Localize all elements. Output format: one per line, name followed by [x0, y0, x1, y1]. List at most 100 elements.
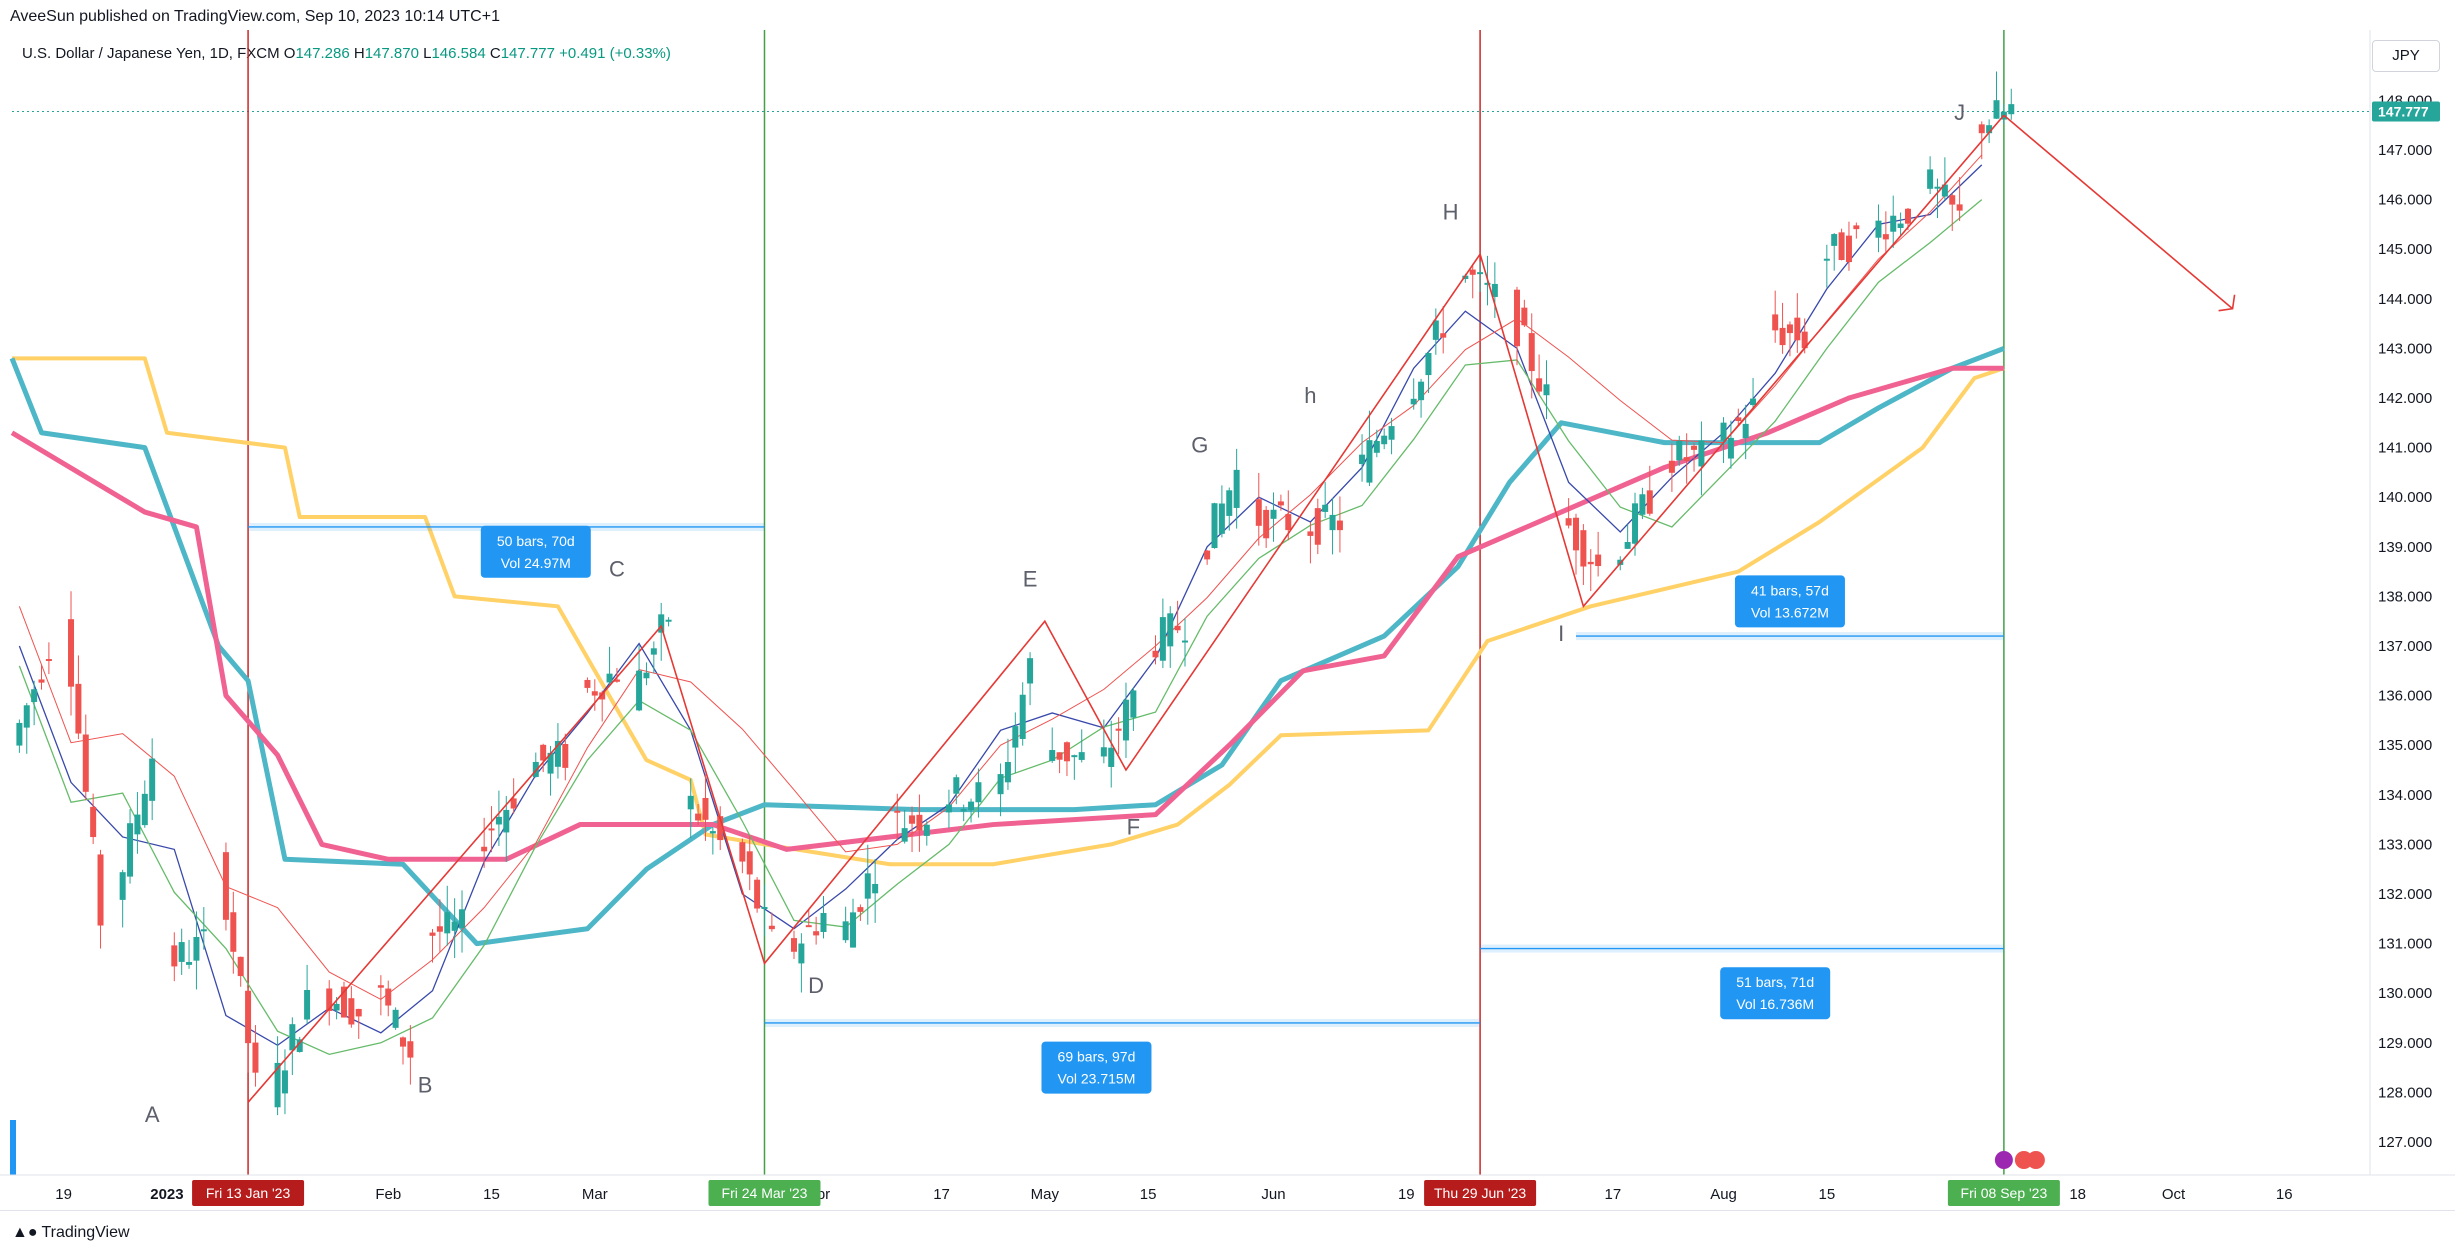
candle-body[interactable] — [805, 925, 812, 928]
candle-body[interactable] — [613, 679, 620, 682]
candle-body[interactable] — [850, 912, 857, 948]
candle-body[interactable] — [481, 846, 488, 852]
candle-body[interactable] — [1595, 554, 1602, 567]
candle-body[interactable] — [1698, 440, 1705, 467]
candle-body[interactable] — [909, 815, 916, 824]
candle-body[interactable] — [1410, 398, 1417, 405]
candle-body[interactable] — [237, 956, 244, 977]
candle-body[interactable] — [901, 828, 908, 842]
symbol-name[interactable]: U.S. Dollar / Japanese Yen, 1D, FXCM — [22, 45, 280, 62]
candle-body[interactable] — [1882, 234, 1889, 240]
candle-body[interactable] — [591, 691, 598, 696]
candle-body[interactable] — [1639, 494, 1646, 515]
candle-body[interactable] — [894, 810, 901, 813]
candle-body[interactable] — [1056, 752, 1063, 760]
candle-body[interactable] — [953, 777, 960, 794]
candle-body[interactable] — [599, 692, 606, 700]
measure-box[interactable] — [480, 525, 591, 578]
candle-body[interactable] — [127, 823, 134, 877]
candle-body[interactable] — [1978, 124, 1985, 134]
candle-body[interactable] — [540, 744, 547, 761]
candle-body[interactable] — [149, 758, 156, 801]
candle-body[interactable] — [1691, 445, 1698, 450]
candle-body[interactable] — [495, 816, 502, 825]
candle-body[interactable] — [1277, 501, 1284, 506]
candle-body[interactable] — [709, 831, 716, 834]
candle-body[interactable] — [1329, 514, 1336, 531]
candle-body[interactable] — [1359, 454, 1366, 465]
candle-body[interactable] — [97, 854, 104, 926]
left-scroll-handle[interactable] — [10, 1120, 16, 1175]
candle-body[interactable] — [1927, 169, 1934, 189]
candle-body[interactable] — [1794, 317, 1801, 341]
measure-box[interactable] — [1734, 575, 1845, 628]
candle-body[interactable] — [1004, 762, 1011, 783]
candle-body[interactable] — [436, 926, 443, 932]
candle-body[interactable] — [1676, 440, 1683, 461]
candle-body[interactable] — [1270, 509, 1277, 519]
candle-body[interactable] — [1491, 283, 1498, 297]
candle-body[interactable] — [1565, 518, 1572, 526]
candle-body[interactable] — [1174, 625, 1181, 631]
candle-body[interactable] — [377, 985, 384, 988]
candle-body[interactable] — [1986, 125, 1993, 134]
candle-body[interactable] — [193, 936, 200, 961]
candle-body[interactable] — [945, 804, 952, 813]
candle-body[interactable] — [1477, 272, 1484, 275]
candle-body[interactable] — [451, 921, 458, 931]
symbol-legend[interactable]: U.S. Dollar / Japanese Yen, 1D, FXCM O14… — [22, 45, 671, 62]
candle-body[interactable] — [532, 761, 539, 777]
candle-body[interactable] — [1388, 426, 1395, 440]
candle-body[interactable] — [510, 798, 517, 809]
candle-body[interactable] — [281, 1070, 288, 1094]
candle-body[interactable] — [1750, 398, 1757, 406]
wave-trend-line[interactable] — [247, 114, 2005, 1103]
candle-body[interactable] — [23, 705, 30, 728]
candle-body[interactable] — [1049, 750, 1056, 761]
price-axis[interactable]: 148.000147.000146.000145.000144.000143.0… — [2369, 30, 2440, 1175]
candle-body[interactable] — [791, 938, 797, 952]
candle-body[interactable] — [141, 793, 148, 826]
candle-body[interactable] — [16, 722, 23, 746]
candle-body[interactable] — [960, 808, 967, 812]
candle-body[interactable] — [38, 679, 45, 683]
candle-body[interactable] — [1469, 269, 1476, 275]
candle-body[interactable] — [1580, 530, 1587, 567]
event-lightning-icon[interactable] — [1994, 1151, 2013, 1169]
candle-body[interactable] — [1418, 381, 1425, 401]
candle-body[interactable] — [1934, 186, 1941, 189]
candle-body[interactable] — [82, 734, 89, 792]
candle-body[interactable] — [813, 931, 820, 936]
candle-body[interactable] — [1668, 460, 1675, 473]
candle-body[interactable] — [1484, 282, 1491, 285]
candle-body[interactable] — [1624, 542, 1631, 549]
candle-body[interactable] — [400, 1037, 406, 1047]
candle-body[interactable] — [1233, 469, 1240, 508]
candle-body[interactable] — [1801, 331, 1808, 349]
candle-body[interactable] — [230, 912, 237, 952]
candle-body[interactable] — [1182, 640, 1188, 643]
candle-body[interactable] — [1366, 440, 1373, 483]
candle-body[interactable] — [1956, 204, 1963, 211]
candle-body[interactable] — [429, 932, 436, 936]
candle-body[interactable] — [1100, 747, 1107, 757]
candle-body[interactable] — [968, 801, 975, 811]
candle-body[interactable] — [178, 942, 185, 962]
candle-body[interactable] — [134, 814, 141, 835]
candle-body[interactable] — [75, 683, 82, 734]
projection-arrow[interactable] — [2003, 114, 2234, 310]
candle-body[interactable] — [754, 879, 761, 909]
date-highlight-box[interactable] — [192, 1180, 305, 1206]
candle-body[interactable] — [1735, 417, 1742, 422]
candle-body[interactable] — [650, 648, 657, 655]
candle-body[interactable] — [1322, 504, 1329, 512]
candle-body[interactable] — [1779, 327, 1786, 346]
candle-body[interactable] — [695, 813, 702, 821]
candle-body[interactable] — [1993, 100, 2000, 119]
candle-body[interactable] — [1218, 503, 1225, 534]
candle-body[interactable] — [1683, 457, 1690, 461]
candle-body[interactable] — [997, 774, 1004, 795]
candle-body[interactable] — [739, 842, 746, 862]
candle-body[interactable] — [348, 998, 355, 1025]
candle-body[interactable] — [643, 672, 650, 679]
